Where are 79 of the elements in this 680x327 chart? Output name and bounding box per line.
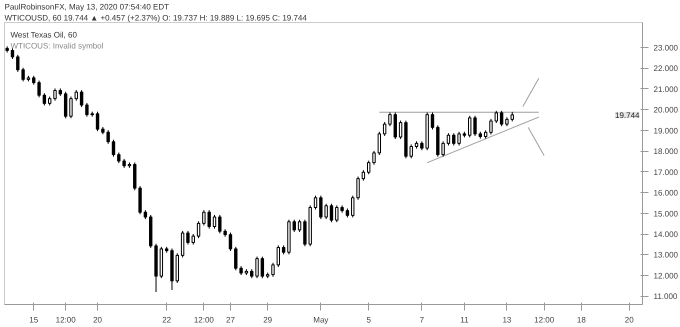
candlestick — [207, 210, 211, 230]
candlestick — [335, 204, 338, 223]
candlestick — [106, 130, 110, 144]
annotation: 19.744 — [615, 110, 640, 120]
x-tick-label: 12:00 — [194, 316, 214, 324]
y-tick-label: 22.000 — [654, 64, 679, 74]
y-tick-label: 19.000 — [654, 126, 679, 136]
candlestick — [133, 162, 136, 191]
candlestick — [430, 112, 434, 130]
candlestick — [202, 210, 206, 226]
candlestick — [366, 160, 370, 175]
text: WTICOUS: Invalid symbol — [10, 42, 104, 50]
candlestick — [314, 195, 318, 210]
candlestick — [324, 203, 328, 220]
x-tick-label: 20 — [93, 316, 103, 324]
x-tick-label: May — [313, 316, 328, 324]
x-tick-label: 20 — [624, 316, 634, 324]
y-tick-label: 16.000 — [654, 188, 679, 198]
candlestick — [192, 234, 195, 246]
candlestick — [292, 219, 296, 232]
candlestick — [80, 90, 84, 108]
candlestick — [452, 132, 456, 146]
text: West Texas Oil, 60 — [10, 30, 78, 40]
x-tick-label: 5 — [366, 316, 372, 324]
candlestick — [234, 246, 238, 271]
candlestick — [260, 256, 264, 279]
candlestick — [10, 48, 14, 60]
candlestick — [362, 170, 366, 182]
candlestick — [112, 139, 116, 158]
candlestick — [382, 122, 386, 136]
candlestick — [53, 88, 57, 102]
y-tick-label: 17.000 — [654, 168, 679, 177]
x-tick-label: 13 — [502, 316, 512, 324]
y-tick-label: 12.000 — [654, 271, 679, 280]
candlestick — [468, 115, 472, 138]
candlestick — [441, 140, 445, 158]
x-tick-label: 12:00 — [534, 316, 555, 324]
candlestick — [255, 256, 259, 279]
candlestick — [473, 115, 477, 136]
candlestick — [16, 54, 20, 72]
candlestick — [388, 112, 392, 127]
candlestick — [96, 111, 100, 132]
candlestick — [276, 244, 280, 268]
y-tick-label: 20.000 — [654, 106, 679, 115]
y-tick-label: 21.000 — [654, 84, 679, 94]
candlestick — [212, 214, 216, 230]
candlestick — [446, 132, 450, 146]
x-tick-label: 12:00 — [56, 316, 76, 324]
candlestick — [494, 110, 498, 124]
x-tick-label: 22 — [162, 316, 172, 324]
y-tick-label: 11.000 — [654, 292, 678, 302]
x-tick-label: 7 — [420, 316, 425, 324]
candlestick — [117, 152, 121, 164]
x-tick-label: 27 — [226, 316, 236, 324]
candlestick — [394, 112, 397, 140]
x-tick-label: 15 — [29, 316, 39, 324]
y-tick-label: 18.000 — [654, 147, 679, 156]
candlestick — [351, 195, 354, 218]
candlestick — [218, 214, 222, 234]
x-tick-label: 11 — [460, 316, 470, 324]
annotation: WTICOUSD, 60 19.744 ▲ +0.457 (+2.37%) O: 19.737 H: 19.889 L: 19.695 C: 19.744 — [4, 14, 308, 22]
x-tick-label: 29 — [263, 316, 273, 324]
candlestick — [85, 102, 89, 118]
candlestick — [489, 118, 493, 135]
y-tick-label: 15.000 — [654, 209, 679, 218]
candlestick — [378, 131, 382, 156]
y-tick-label: 23.000 — [654, 43, 679, 52]
y-tick-label: 14.000 — [654, 230, 679, 239]
y-tick-label: 13.000 — [654, 250, 679, 260]
candlestick — [319, 195, 323, 220]
candlestick — [356, 176, 360, 200]
candlestick — [228, 232, 232, 252]
x-tick-label: 18 — [576, 316, 586, 324]
candlestick — [410, 144, 413, 159]
candlestick — [196, 220, 200, 239]
candlestick — [74, 90, 78, 102]
candlestick — [510, 111, 514, 122]
candlestick — [64, 91, 68, 119]
text: PaulRobinsonFX, May 13, 2020 07:54:40 EDT — [4, 2, 170, 12]
